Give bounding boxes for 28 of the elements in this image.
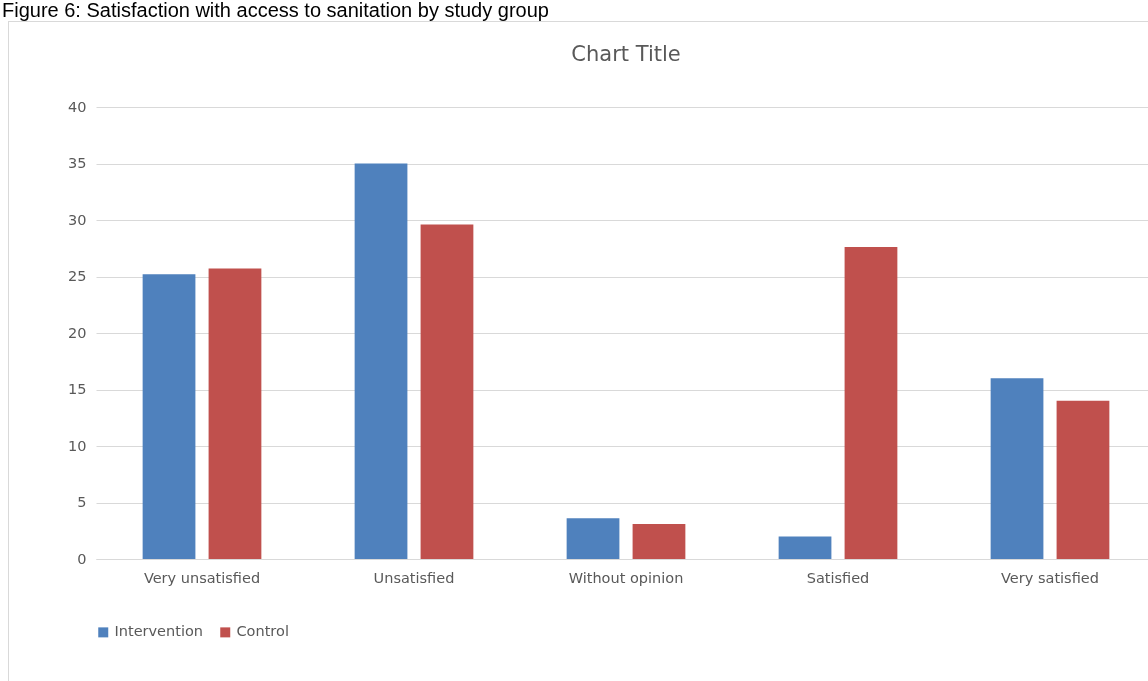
- bar: [566, 518, 620, 559]
- y-tick-label: 15: [68, 381, 87, 397]
- bar: [354, 163, 408, 559]
- bar: [844, 247, 898, 559]
- bar: [142, 274, 196, 559]
- legend-label: Control: [236, 623, 289, 640]
- bar: [990, 378, 1044, 559]
- y-tick-label: 5: [77, 494, 87, 510]
- bar: [1056, 400, 1110, 559]
- x-tick-label: Very satisfied: [1001, 569, 1099, 586]
- legend-label: Intervention: [114, 623, 204, 640]
- bar: [632, 523, 686, 559]
- y-tick-label: 30: [68, 211, 87, 228]
- x-tick-label: Very unsatisfied: [143, 569, 261, 586]
- bar: [208, 268, 262, 559]
- y-tick-label: 25: [68, 268, 87, 284]
- y-tick-label: 35: [68, 155, 87, 171]
- bar: [778, 536, 832, 559]
- bar: [420, 224, 474, 559]
- y-tick-label: 0: [77, 550, 87, 567]
- chart-subtitle: Chart Title: [571, 42, 681, 66]
- chart-title: Figure 6: Satisfaction with access to sanitation by study group: [1, 0, 550, 21]
- y-tick-label: 40: [68, 98, 87, 115]
- y-tick-label: 20: [68, 324, 87, 341]
- x-tick-label: Unsatisfied: [373, 569, 455, 586]
- x-tick-label: Without opinion: [568, 569, 684, 586]
- x-tick-label: Satisfied: [806, 569, 870, 586]
- y-tick-label: 10: [68, 437, 87, 454]
